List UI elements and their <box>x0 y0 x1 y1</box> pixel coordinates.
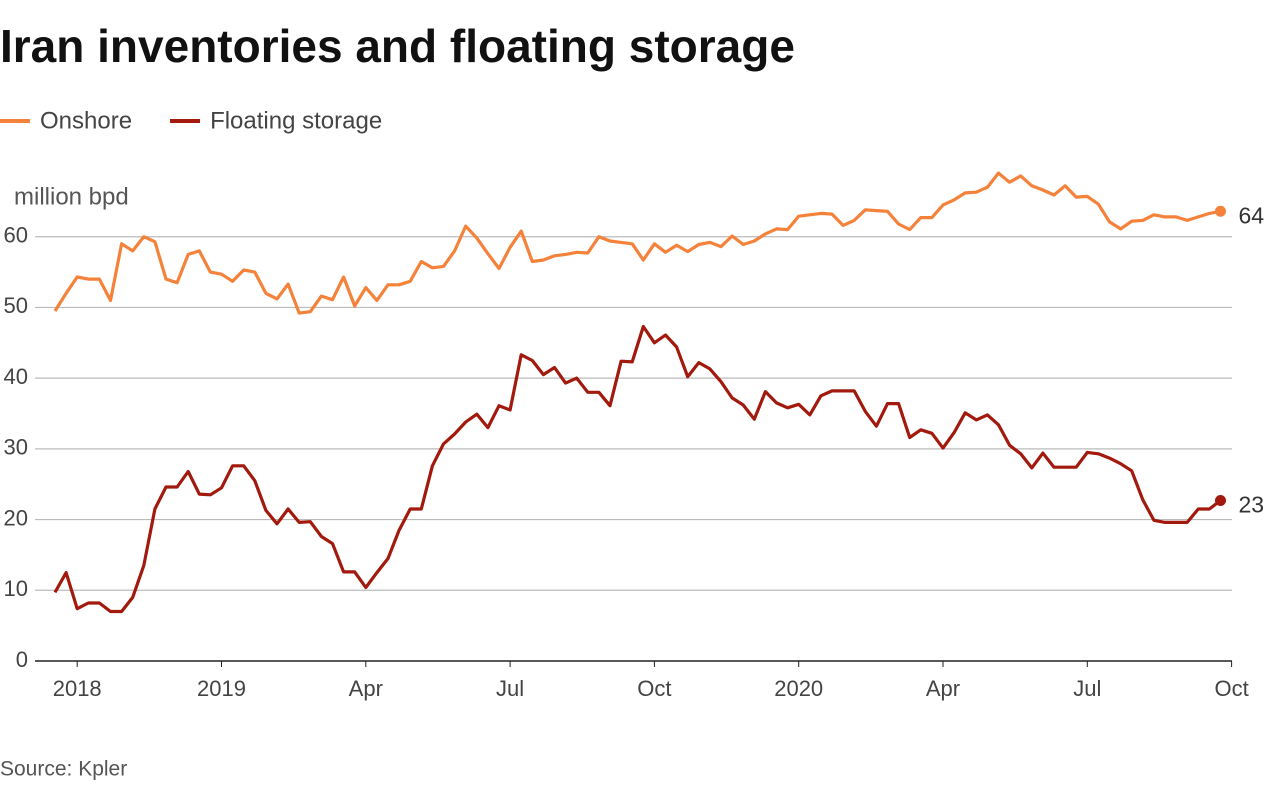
y-tick-label: 10 <box>4 576 28 601</box>
end-label: 23 <box>1239 492 1265 518</box>
x-tick-label: 2018 <box>53 676 102 701</box>
y-tick-label: 50 <box>4 293 28 318</box>
x-tick-label: Apr <box>349 676 383 701</box>
x-tick-label: 2020 <box>774 676 823 701</box>
chart-title: Iran inventories and floating storage <box>0 20 795 72</box>
legend-label: Onshore <box>40 107 132 134</box>
x-tick-label: Oct <box>637 676 671 701</box>
x-tick-label: 2019 <box>197 676 246 701</box>
line-series <box>53 171 1221 315</box>
line-series <box>53 324 1222 614</box>
end-point <box>1215 494 1226 506</box>
legend-label: Floating storage <box>210 107 382 134</box>
x-tick-label: Apr <box>926 676 960 701</box>
x-tick-label: Jul <box>496 676 524 701</box>
end-label: 64 <box>1239 202 1265 228</box>
y-tick-label: 60 <box>4 223 28 248</box>
y-tick-label: 40 <box>4 364 28 389</box>
end-point <box>1215 205 1226 217</box>
source: Source: Kpler <box>0 758 127 781</box>
x-tick-label: Jul <box>1073 676 1101 701</box>
y-tick-label: 30 <box>4 435 28 460</box>
y-tick-label: 20 <box>4 505 28 530</box>
y-tick-label: 0 <box>16 647 28 672</box>
x-tick-label: Oct <box>1214 676 1248 701</box>
y-axis-label: million bpd <box>14 183 129 210</box>
